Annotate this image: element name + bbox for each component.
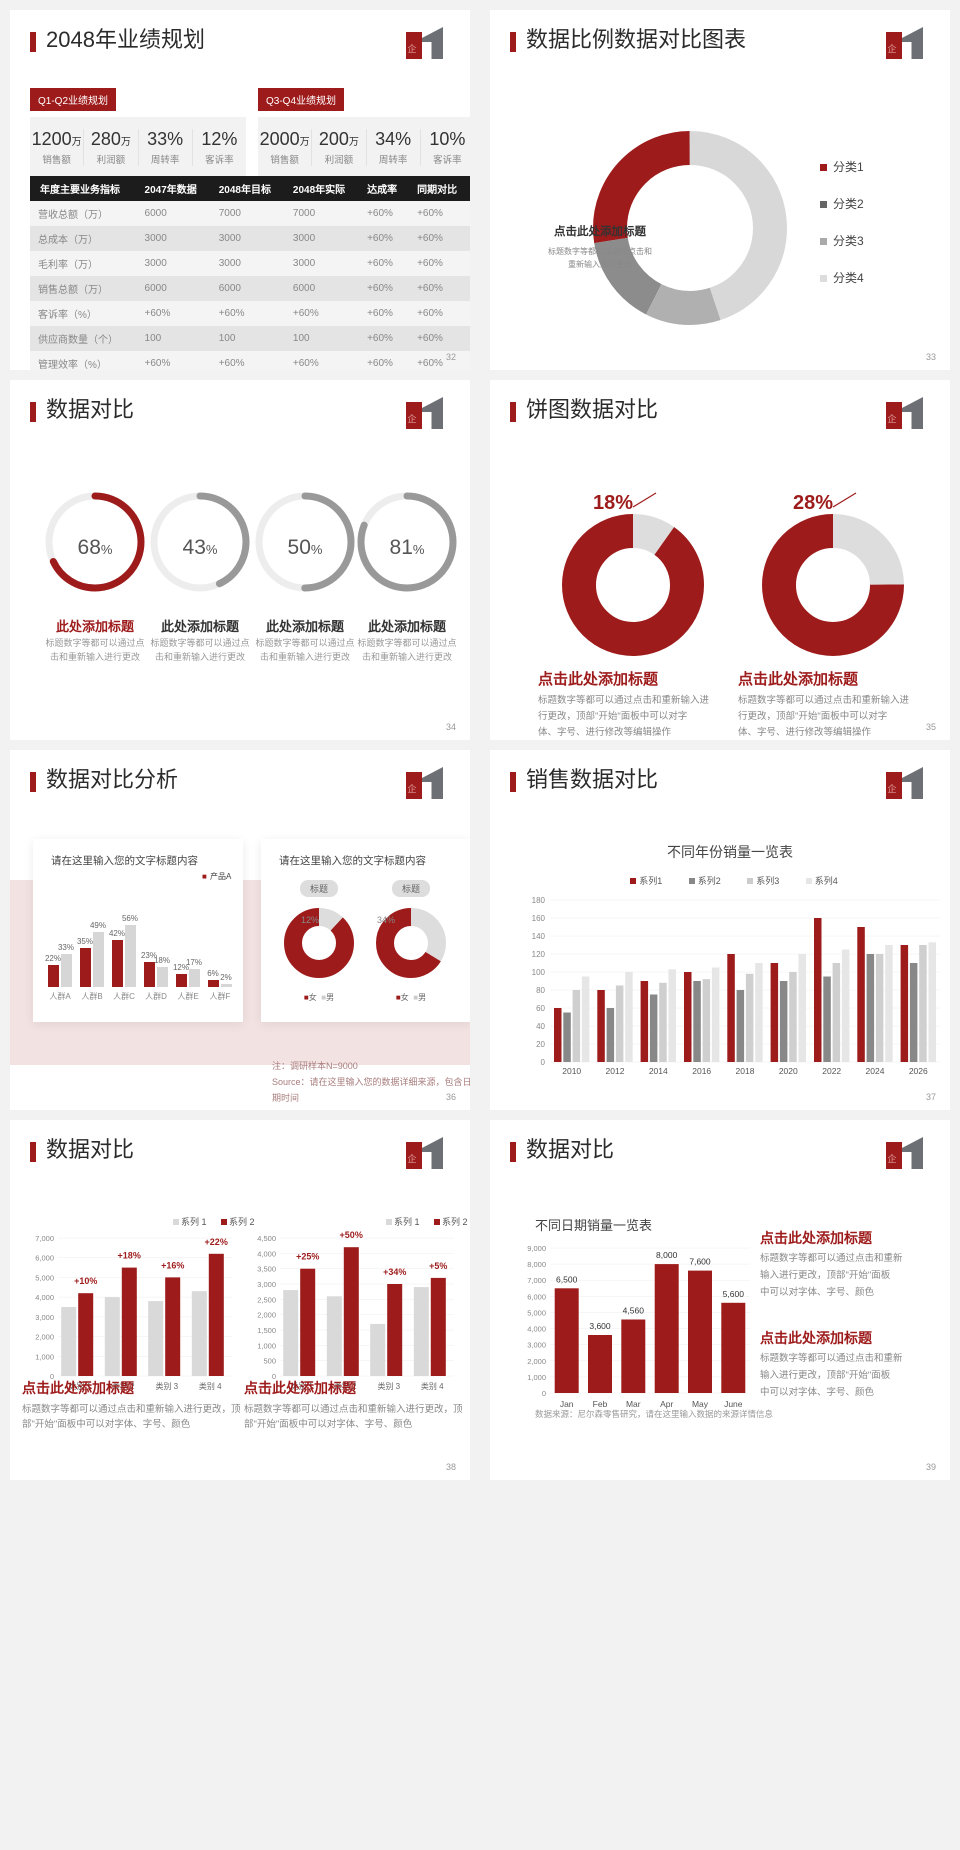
svg-text:49%: 49% bbox=[90, 921, 106, 930]
svg-text:3,600: 3,600 bbox=[589, 1321, 611, 1331]
svg-text:2016: 2016 bbox=[692, 1066, 711, 1076]
svg-text:4,560: 4,560 bbox=[623, 1306, 645, 1316]
svg-text:42%: 42% bbox=[109, 929, 125, 938]
svg-text:6,000: 6,000 bbox=[35, 1254, 54, 1263]
svg-text:2022: 2022 bbox=[822, 1066, 841, 1076]
svg-text:+10%: +10% bbox=[74, 1276, 97, 1286]
svg-text:140: 140 bbox=[532, 932, 546, 941]
svg-text:18%: 18% bbox=[154, 956, 170, 965]
svg-text:2020: 2020 bbox=[779, 1066, 798, 1076]
svg-text:7,000: 7,000 bbox=[35, 1234, 54, 1243]
svg-text:40: 40 bbox=[536, 1022, 545, 1031]
svg-text:类别 4: 类别 4 bbox=[199, 1381, 222, 1391]
svg-text:2,000: 2,000 bbox=[527, 1357, 546, 1366]
svg-text:3,500: 3,500 bbox=[257, 1265, 276, 1274]
svg-text:1,000: 1,000 bbox=[257, 1341, 276, 1350]
svg-text:8,000: 8,000 bbox=[656, 1250, 678, 1260]
svg-text:2,000: 2,000 bbox=[35, 1333, 54, 1342]
svg-text:+5%: +5% bbox=[429, 1261, 447, 1271]
svg-text:类别 3: 类别 3 bbox=[155, 1381, 178, 1391]
svg-text:2012: 2012 bbox=[606, 1066, 625, 1076]
svg-text:人群D: 人群D bbox=[145, 991, 167, 1001]
svg-text:34%: 34% bbox=[377, 915, 395, 925]
svg-text:160: 160 bbox=[532, 914, 546, 923]
svg-text:9,000: 9,000 bbox=[527, 1244, 546, 1253]
svg-text:17%: 17% bbox=[186, 958, 202, 967]
svg-text:产品A: 产品A bbox=[210, 871, 232, 881]
svg-text:4,000: 4,000 bbox=[527, 1325, 546, 1334]
svg-text:180: 180 bbox=[532, 896, 546, 905]
svg-text:3,000: 3,000 bbox=[527, 1341, 546, 1350]
svg-text:0: 0 bbox=[542, 1389, 546, 1398]
svg-text:2,000: 2,000 bbox=[257, 1311, 276, 1320]
svg-text:1,000: 1,000 bbox=[35, 1352, 54, 1361]
svg-text:2018: 2018 bbox=[736, 1066, 755, 1076]
svg-text:60: 60 bbox=[536, 1004, 545, 1013]
svg-text:1,000: 1,000 bbox=[527, 1373, 546, 1382]
svg-text:■: ■ bbox=[202, 872, 207, 881]
svg-text:5,000: 5,000 bbox=[527, 1308, 546, 1317]
svg-text:80: 80 bbox=[536, 986, 545, 995]
svg-text:人群A: 人群A bbox=[49, 991, 71, 1001]
svg-text:4,000: 4,000 bbox=[35, 1293, 54, 1302]
svg-text:2026: 2026 bbox=[909, 1066, 928, 1076]
svg-text:22%: 22% bbox=[45, 954, 61, 963]
svg-text:3,000: 3,000 bbox=[257, 1280, 276, 1289]
svg-text:7,000: 7,000 bbox=[527, 1276, 546, 1285]
svg-text:20: 20 bbox=[536, 1040, 545, 1049]
svg-text:4,500: 4,500 bbox=[257, 1234, 276, 1243]
svg-text:+50%: +50% bbox=[340, 1230, 363, 1240]
svg-text:5,000: 5,000 bbox=[35, 1273, 54, 1282]
svg-text:2,500: 2,500 bbox=[257, 1295, 276, 1304]
svg-text:+18%: +18% bbox=[118, 1251, 141, 1261]
svg-text:+25%: +25% bbox=[296, 1252, 319, 1262]
svg-text:类别 3: 类别 3 bbox=[377, 1381, 400, 1391]
svg-text:0: 0 bbox=[541, 1058, 546, 1067]
svg-text:6,000: 6,000 bbox=[527, 1292, 546, 1301]
svg-text:人群C: 人群C bbox=[113, 991, 135, 1001]
svg-text:35%: 35% bbox=[77, 937, 93, 946]
svg-text:28%: 28% bbox=[793, 492, 833, 514]
svg-text:人群B: 人群B bbox=[81, 991, 102, 1001]
svg-text:+16%: +16% bbox=[161, 1260, 184, 1270]
svg-text:8,000: 8,000 bbox=[527, 1260, 546, 1269]
svg-text:100: 100 bbox=[532, 968, 546, 977]
svg-text:3,000: 3,000 bbox=[35, 1313, 54, 1322]
svg-text:5,600: 5,600 bbox=[723, 1289, 745, 1299]
svg-text:33%: 33% bbox=[58, 943, 74, 952]
svg-text:120: 120 bbox=[532, 950, 546, 959]
svg-text:2%: 2% bbox=[220, 973, 232, 982]
svg-text:2024: 2024 bbox=[866, 1066, 885, 1076]
svg-text:1,500: 1,500 bbox=[257, 1326, 276, 1335]
svg-text:人群E: 人群E bbox=[177, 991, 198, 1001]
svg-text:4,000: 4,000 bbox=[257, 1249, 276, 1258]
svg-text:人群F: 人群F bbox=[210, 991, 231, 1001]
svg-text:12%: 12% bbox=[301, 915, 319, 925]
svg-text:6%: 6% bbox=[207, 969, 219, 978]
svg-text:500: 500 bbox=[263, 1357, 276, 1366]
svg-text:+22%: +22% bbox=[205, 1237, 228, 1247]
svg-text:7,600: 7,600 bbox=[689, 1257, 711, 1267]
svg-text:56%: 56% bbox=[122, 914, 138, 923]
svg-text:类别 4: 类别 4 bbox=[421, 1381, 444, 1391]
svg-text:18%: 18% bbox=[593, 492, 633, 514]
svg-text:6,500: 6,500 bbox=[556, 1274, 578, 1284]
svg-text:+34%: +34% bbox=[383, 1267, 406, 1277]
svg-text:2010: 2010 bbox=[562, 1066, 581, 1076]
svg-text:2014: 2014 bbox=[649, 1066, 668, 1076]
